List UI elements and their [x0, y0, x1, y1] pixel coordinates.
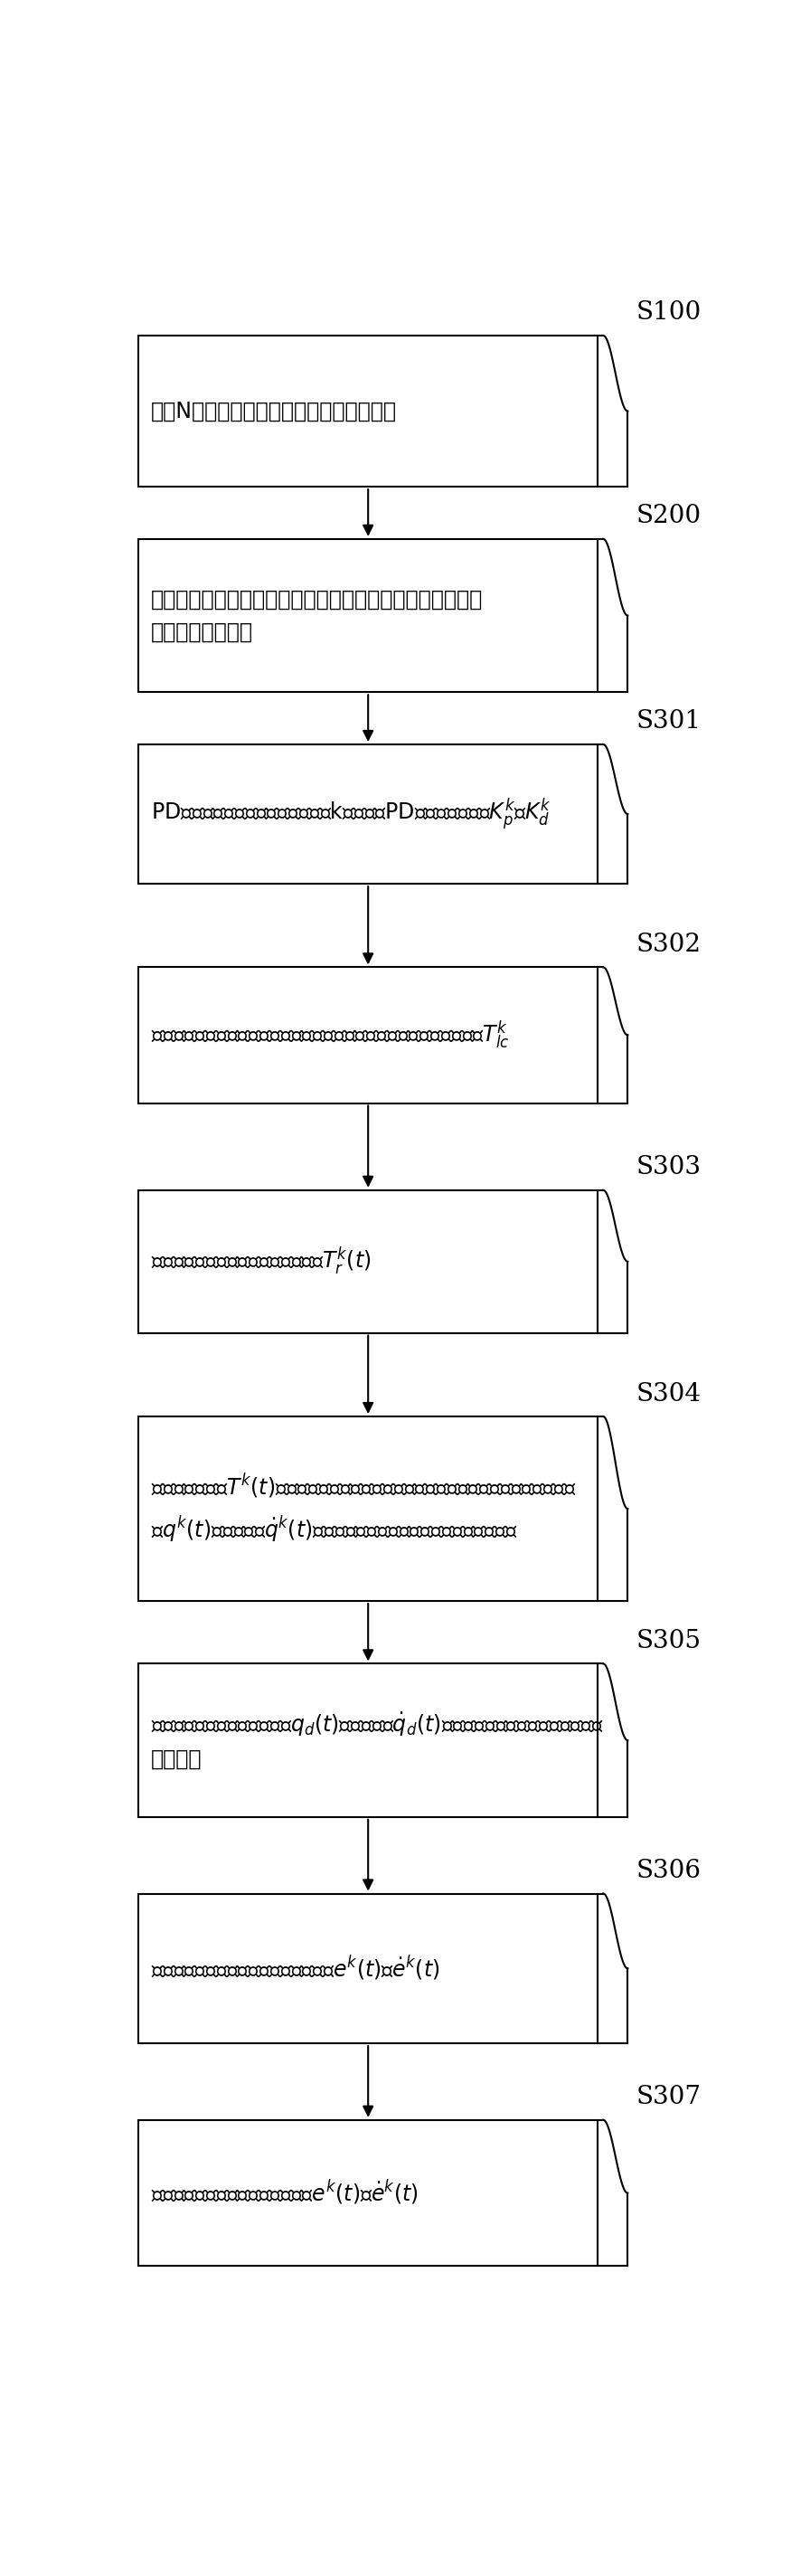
Text: 根据机器人系统的动力学特性，将机器人系统的动力学模型
沿期望轨迹线性化: 根据机器人系统的动力学特性，将机器人系统的动力学模型 沿期望轨迹线性化 [151, 590, 483, 641]
Text: S306: S306 [636, 1860, 701, 1883]
Bar [139, 538, 598, 693]
Text: 建立N自由度刚性机器人系统的动力学模型: 建立N自由度刚性机器人系统的动力学模型 [151, 399, 397, 422]
Bar [139, 1190, 598, 1332]
Text: 实际输入值和期望输入值产生跟踪误差$e^k(t)$和$\dot{e}^k(t)$: 实际输入值和期望输入值产生跟踪误差$e^k(t)$和$\dot{e}^k(t)$ [151, 1955, 440, 1984]
Text: 将总的控制力矩$T^k(t)$作为机器人系统的控制输入，从而得到机器人系统实际的关节位
置$q^k(t)$和关节速度$\dot{q}^k(t)$作为鲁棒自适应迭: 将总的控制力矩$T^k(t)$作为机器人系统的控制输入，从而得到机器人系统实际的… [151, 1473, 577, 1546]
Text: S301: S301 [636, 708, 702, 734]
Text: S303: S303 [636, 1154, 701, 1180]
Bar [139, 2120, 598, 2267]
Text: 将机器人系统期望的关节位置$q_d(t)$和关节速度$\dot{q}_d(t)$作为鲁棒自适应迭代学习控制器的
参考输入: 将机器人系统期望的关节位置$q_d(t)$和关节速度$\dot{q}_d(t)$… [151, 1710, 604, 1770]
Text: 针对外部的随机扰动引入鲁棒控制项$T_r^k(t)$: 针对外部的随机扰动引入鲁棒控制项$T_r^k(t)$ [151, 1244, 372, 1278]
Bar [139, 335, 598, 487]
Text: S200: S200 [636, 505, 702, 528]
Text: S100: S100 [636, 301, 702, 325]
Text: S305: S305 [636, 1628, 701, 1654]
Text: S302: S302 [636, 933, 701, 956]
Bar [139, 1417, 598, 1602]
Text: S307: S307 [636, 2084, 702, 2110]
Text: 前馈控制器根据反馈中每一次迭代通过学习规则计算出期望的控制力矩$T_{lc}^k$: 前馈控制器根据反馈中每一次迭代通过学习规则计算出期望的控制力矩$T_{lc}^k… [151, 1020, 509, 1051]
Bar [139, 744, 598, 884]
Bar [139, 1664, 598, 1816]
Text: 通过一次次迭代计算不断减少误差$e^k(t)$和$\dot{e}^k(t)$: 通过一次次迭代计算不断减少误差$e^k(t)$和$\dot{e}^k(t)$ [151, 2179, 419, 2208]
Text: PD控制器通过切换增益规则调节第k次迭代的PD控制器增益矩阵$K_p^k$和$K_d^k$: PD控制器通过切换增益规则调节第k次迭代的PD控制器增益矩阵$K_p^k$和$K… [151, 796, 551, 832]
Bar [139, 1893, 598, 2043]
Text: S304: S304 [636, 1381, 701, 1406]
Bar [139, 966, 598, 1103]
